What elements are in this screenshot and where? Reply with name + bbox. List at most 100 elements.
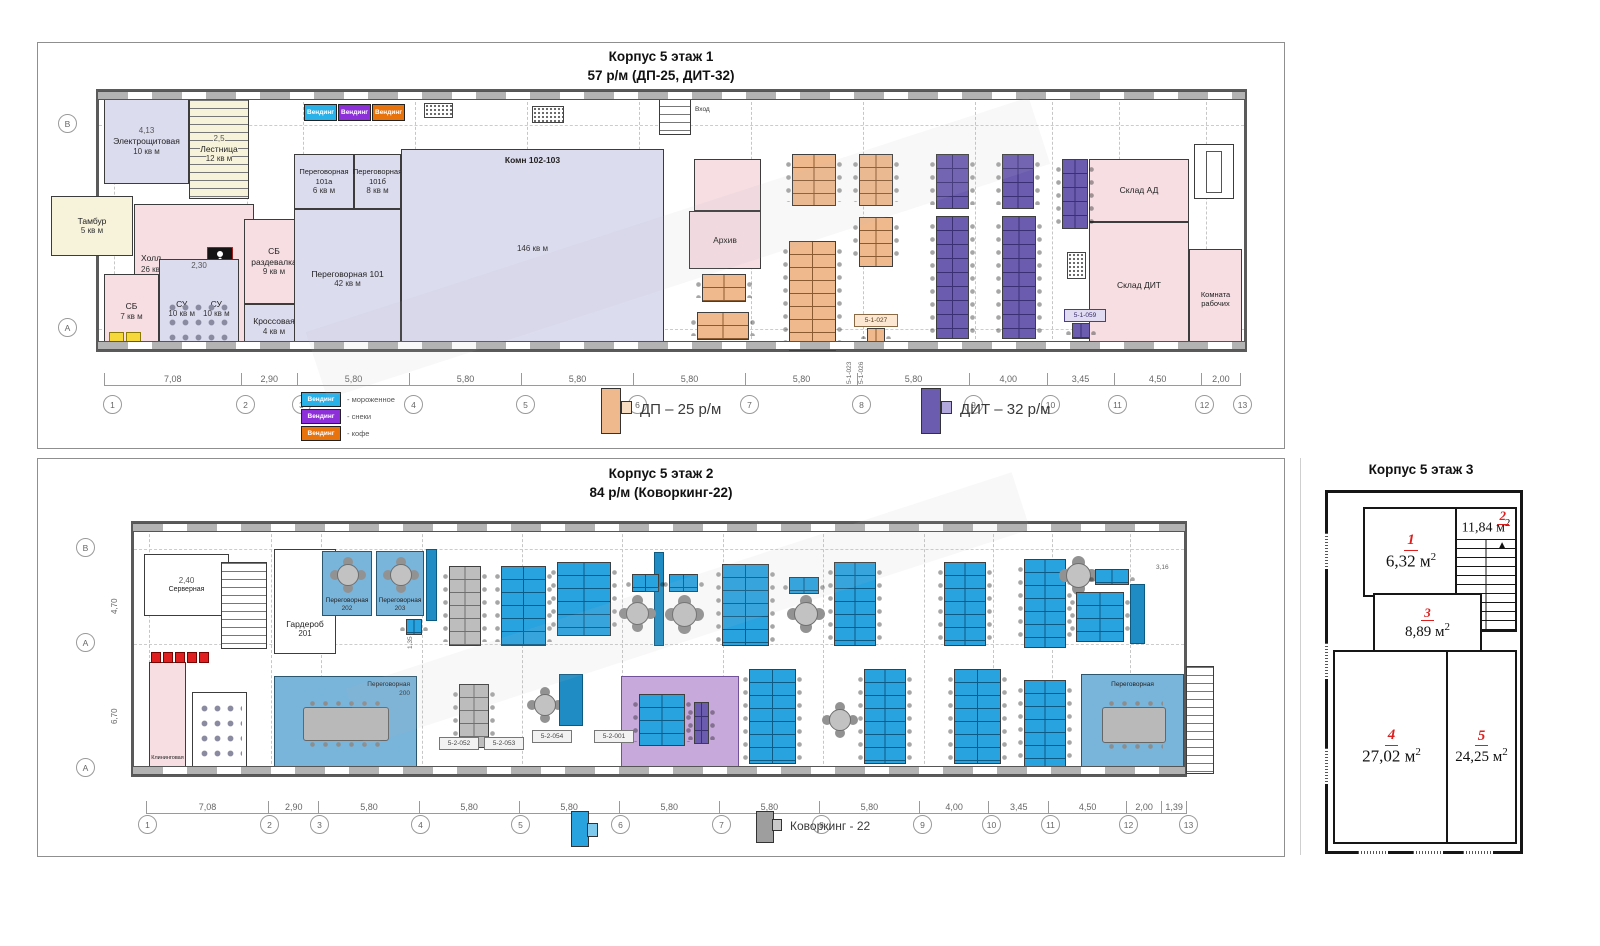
room-komnata-rabochih-label: Комната рабочих xyxy=(1200,289,1231,308)
floor3-room-4: 4 27,02 м2 xyxy=(1333,650,1450,844)
dim-value: 4,00 xyxy=(999,374,1018,384)
room-per202-label: Переговорная xyxy=(325,596,369,604)
dim-label: 2,5 xyxy=(213,133,225,144)
dim-segment: 5,80 xyxy=(410,373,522,386)
vending-machine-icecream: Вендинг xyxy=(304,104,337,121)
room-klining: Клининговая xyxy=(149,662,186,771)
red-chair xyxy=(199,652,209,663)
grid-bubble: 3 xyxy=(310,815,329,834)
room-holl-area: 26 кв м xyxy=(141,265,168,274)
desk-single-dit xyxy=(1066,323,1096,339)
legend-dit-chair-icon xyxy=(941,401,952,414)
room-per101b-label: Переговорная 101б xyxy=(352,167,403,186)
desk-single-dit xyxy=(688,702,715,744)
locker-strip xyxy=(654,552,664,646)
legend-coworking-blue-chair xyxy=(587,823,598,837)
area-unit: м xyxy=(1404,746,1416,766)
dim-segment: 5,80 xyxy=(746,373,858,386)
room-lestnitsa-area: 12 кв м xyxy=(205,154,233,165)
room-tambur-area: 5 кв м xyxy=(80,226,104,236)
desk-cluster-coworking xyxy=(1018,559,1072,648)
floor1-building: 4,13 Электрощитовая 10 кв м 2,5 Лестница… xyxy=(96,89,1247,352)
window-hatch xyxy=(1325,533,1328,569)
desk-single-coworking xyxy=(783,577,825,594)
desk-code-label: 5-2-054 xyxy=(532,730,572,743)
gridline xyxy=(723,524,724,774)
dim-value: 5,80 xyxy=(568,374,587,384)
room-holl-label: Холл xyxy=(141,253,162,263)
room-lestnitsa: 2,5 Лестница 12 кв м xyxy=(189,99,249,199)
desk-cluster-gray xyxy=(443,566,487,646)
grid-bubble: 6 xyxy=(628,395,647,414)
gridline xyxy=(823,524,824,774)
floor3-plan: 1 6,32 м2 2 11,84 м2 ▲ ▼ 3 8,89 м2 4 27,… xyxy=(1325,490,1523,854)
legend-chip-snacks: Вендинг xyxy=(301,409,341,424)
legend-coworking-chair xyxy=(772,819,782,831)
round-table xyxy=(1066,563,1091,588)
grid-bubble: 2 xyxy=(236,395,255,414)
area-value: 6,32 xyxy=(1385,551,1416,571)
grid-bubble: 1 xyxy=(103,395,122,414)
dim-value: 5,80 xyxy=(792,374,811,384)
dim-segment: 2,90 xyxy=(268,801,320,814)
desk-cluster-dp xyxy=(853,154,899,206)
red-chair xyxy=(187,652,197,663)
room-per101b-area: 8 кв м xyxy=(366,185,389,195)
dim-segment: 5,80 xyxy=(319,801,420,814)
dim-value: 2,00 xyxy=(1212,374,1230,384)
floor1-title-line2: 57 р/м (ДП-25, ДИТ-32) xyxy=(587,67,735,83)
grid-letter-a: А xyxy=(58,318,77,337)
vending-machine-snacks: Вендинг xyxy=(338,104,371,121)
room-per101-area: 42 кв м xyxy=(334,279,361,289)
window-hatch xyxy=(1413,851,1443,854)
dim-segment: 4,00 xyxy=(919,801,990,814)
floor1-title: Корпус 5 этаж 1 57 р/м (ДП-25, ДИТ-32) xyxy=(38,48,1284,86)
desk-code-label: 5-1-027 xyxy=(854,314,898,327)
gridline xyxy=(271,524,272,774)
grid-bubble: 8 xyxy=(812,815,831,834)
round-table xyxy=(672,602,697,627)
room-sklad-ad-label: Склад АД xyxy=(1119,185,1159,196)
gridline-row-a xyxy=(99,329,1244,330)
area-unit: м xyxy=(1496,520,1505,536)
area-sup: 2 xyxy=(1504,517,1511,529)
room-top-right xyxy=(1194,144,1234,199)
locker-strip xyxy=(1130,584,1145,644)
dim-value: 2,00 xyxy=(1135,802,1153,812)
stair-arrow-up: ▲ xyxy=(1497,540,1507,551)
floor1-windows-bottom xyxy=(98,341,1245,350)
grid-bubble: 13 xyxy=(1179,815,1198,834)
floor3-room-2-area: 11,84 м2 xyxy=(1462,517,1511,537)
room-elektroshchitovaya: 4,13 Электрощитовая 10 кв м xyxy=(104,99,189,184)
floor2-dimension-chain: 7,08 2,90 5,80 5,80 5,80 5,80 5,80 5,80 … xyxy=(146,801,1188,814)
gridline xyxy=(149,524,150,774)
desk-cluster-dp xyxy=(786,154,842,206)
dim-value: 5,80 xyxy=(560,802,578,812)
room-tambur-label: Тамбур xyxy=(77,215,107,226)
gridline xyxy=(422,524,423,774)
desk-cluster-coworking xyxy=(948,669,1007,764)
appliance-box xyxy=(1067,252,1086,279)
grid-bubble: 13 xyxy=(1233,395,1252,414)
dim-segment: 5,80 xyxy=(619,801,720,814)
minor-dim: 3,16 xyxy=(1156,564,1169,571)
grid-bubble: 5 xyxy=(516,395,535,414)
floor3-room-5-number: 5 xyxy=(1474,728,1489,747)
conference-table xyxy=(1102,701,1166,749)
area-unit: м xyxy=(1419,551,1431,571)
round-table xyxy=(794,602,818,626)
desk-code-label: 5-1-059 xyxy=(1064,309,1106,322)
legend-dp-desk-icon xyxy=(601,388,621,434)
grid-bubble: 4 xyxy=(411,815,430,834)
room-komn102-area: 146 кв м xyxy=(516,244,549,253)
desk-cluster-coworking xyxy=(938,562,992,646)
desk-cluster-dit xyxy=(930,154,975,209)
floor2-title-line1: Корпус 5 этаж 2 xyxy=(608,466,714,481)
area-value: 11,84 xyxy=(1461,520,1493,536)
grid-bubble: 4 xyxy=(404,395,423,414)
dim-value: 2,90 xyxy=(284,802,303,812)
desk-cluster-dp xyxy=(691,312,755,340)
desk-cluster-dit xyxy=(1056,159,1094,229)
vending-machines: Вендинг Вендинг Вендинг xyxy=(304,104,406,121)
gridline xyxy=(975,92,976,349)
